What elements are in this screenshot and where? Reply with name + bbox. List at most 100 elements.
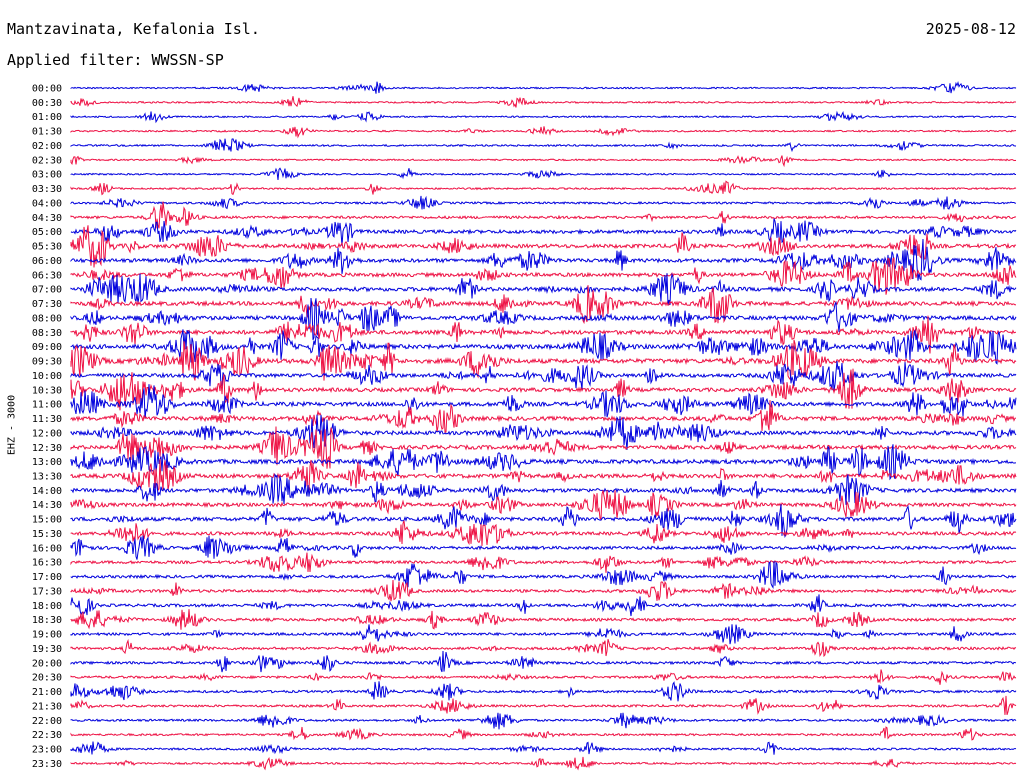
trace-row bbox=[70, 520, 1017, 546]
trace-row bbox=[70, 624, 1017, 645]
row-time-label: 20:30 bbox=[32, 673, 62, 684]
row-time-label: 15:30 bbox=[32, 529, 62, 540]
trace-row bbox=[70, 681, 1017, 702]
row-time-label: 12:30 bbox=[32, 443, 62, 454]
trace-row bbox=[70, 473, 1017, 505]
trace-row bbox=[70, 561, 1017, 589]
row-time-label: 05:00 bbox=[32, 227, 62, 238]
row-time-label: 19:30 bbox=[32, 644, 62, 655]
row-time-label: 08:00 bbox=[32, 313, 62, 324]
trace-row bbox=[70, 110, 1017, 124]
trace-row bbox=[70, 180, 1017, 196]
row-time-label: 07:30 bbox=[32, 299, 62, 310]
row-time-label: 20:00 bbox=[32, 658, 62, 669]
trace-row bbox=[70, 339, 1017, 381]
trace-row bbox=[70, 257, 1017, 295]
row-time-label: 07:00 bbox=[32, 285, 62, 296]
row-time-label: 08:30 bbox=[32, 328, 62, 339]
row-time-label: 00:30 bbox=[32, 98, 62, 109]
row-time-label: 15:00 bbox=[32, 515, 62, 526]
trace-row bbox=[70, 80, 1017, 94]
row-time-label: 11:30 bbox=[32, 414, 62, 425]
trace-row bbox=[70, 490, 1017, 521]
date-label: 2025-08-12 bbox=[925, 20, 1016, 38]
row-time-label: 21:00 bbox=[32, 687, 62, 698]
trace-row bbox=[70, 272, 1017, 306]
row-time-label: 06:00 bbox=[32, 256, 62, 267]
row-time-label: 17:30 bbox=[32, 586, 62, 597]
trace-row bbox=[70, 756, 1017, 771]
trace-row bbox=[70, 96, 1016, 108]
row-time-label: 16:30 bbox=[32, 558, 62, 569]
trace-row bbox=[70, 414, 1017, 450]
row-time-label: 23:00 bbox=[32, 745, 62, 756]
row-time-label: 06:30 bbox=[32, 270, 62, 281]
trace-row bbox=[70, 458, 1017, 493]
trace-row bbox=[70, 155, 1017, 168]
row-time-label: 05:30 bbox=[32, 242, 62, 253]
trace-row bbox=[70, 285, 1017, 325]
trace-row bbox=[70, 167, 1016, 180]
trace-row bbox=[70, 741, 1017, 755]
trace-row bbox=[70, 400, 1017, 434]
row-time-label: 13:30 bbox=[32, 471, 62, 482]
row-time-label: 12:00 bbox=[32, 428, 62, 439]
trace-row bbox=[70, 225, 1017, 268]
row-time-label: 23:30 bbox=[32, 759, 62, 770]
row-time-label: 01:00 bbox=[32, 112, 62, 123]
trace-row bbox=[70, 650, 1017, 673]
trace-row bbox=[70, 297, 1017, 340]
row-time-label: 18:00 bbox=[32, 601, 62, 612]
row-time-label: 02:00 bbox=[32, 141, 62, 152]
row-time-label: 02:30 bbox=[32, 155, 62, 166]
trace-row bbox=[70, 361, 1017, 391]
trace-row bbox=[70, 535, 1017, 560]
trace-row bbox=[70, 315, 1017, 354]
row-time-label: 11:00 bbox=[32, 400, 62, 411]
row-time-label: 14:00 bbox=[32, 486, 62, 497]
trace-row bbox=[70, 638, 1017, 658]
row-time-label: 10:30 bbox=[32, 385, 62, 396]
row-time-label: 22:30 bbox=[32, 730, 62, 741]
trace-row bbox=[70, 669, 1017, 685]
row-time-label: 21:30 bbox=[32, 701, 62, 712]
row-time-label: 19:00 bbox=[32, 630, 62, 641]
row-time-label: 17:00 bbox=[32, 572, 62, 583]
trace-row bbox=[70, 579, 1017, 602]
trace-row bbox=[70, 504, 1017, 539]
trace-row bbox=[70, 695, 1017, 716]
trace-row bbox=[70, 609, 1017, 630]
row-time-label: 22:00 bbox=[32, 716, 62, 727]
row-time-label: 10:00 bbox=[32, 371, 62, 382]
trace-row bbox=[70, 726, 1017, 741]
trace-row bbox=[70, 328, 1017, 365]
row-time-label: 16:00 bbox=[32, 543, 62, 554]
row-time-label: 18:30 bbox=[32, 615, 62, 626]
trace-row bbox=[70, 238, 1017, 281]
row-time-label: 04:00 bbox=[32, 198, 62, 209]
station-title: Mantzavinata, Kefalonia Isl. bbox=[7, 20, 260, 38]
row-time-label: 00:00 bbox=[32, 84, 62, 95]
trace-row bbox=[70, 195, 1017, 210]
trace-row bbox=[70, 444, 1016, 481]
trace-row bbox=[70, 126, 1017, 139]
row-time-label: 03:00 bbox=[32, 170, 62, 181]
trace-row bbox=[70, 426, 1017, 469]
row-time-label: 14:30 bbox=[32, 500, 62, 511]
row-time-label: 03:30 bbox=[32, 184, 62, 195]
trace-row bbox=[70, 384, 1017, 419]
trace-row bbox=[70, 138, 1017, 153]
trace-row bbox=[70, 201, 1017, 229]
row-time-label: 04:30 bbox=[32, 213, 62, 224]
trace-row bbox=[70, 552, 1017, 573]
row-time-label: 09:30 bbox=[32, 357, 62, 368]
filter-label: Applied filter: WWSSN-SP bbox=[7, 51, 224, 69]
row-time-label: 01:30 bbox=[32, 127, 62, 138]
trace-row bbox=[70, 712, 1017, 730]
trace-row bbox=[70, 218, 1017, 246]
row-time-label: 13:00 bbox=[32, 457, 62, 468]
trace-row bbox=[70, 594, 1017, 618]
row-time-label: 09:00 bbox=[32, 342, 62, 353]
trace-row bbox=[70, 368, 1017, 411]
